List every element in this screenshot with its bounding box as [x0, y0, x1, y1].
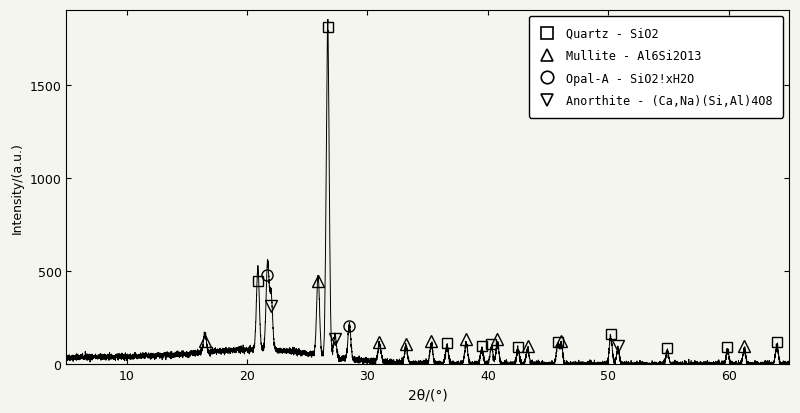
Y-axis label: Intensity/(a.u.): Intensity/(a.u.)	[11, 142, 24, 234]
Legend: Quartz - SiO2, Mullite - Al6Si2O13, Opal-A - SiO2!xH2O, Anorthite - (Ca,Na)(Si,A: Quartz - SiO2, Mullite - Al6Si2O13, Opal…	[529, 17, 783, 118]
X-axis label: 2θ/(°): 2θ/(°)	[408, 388, 447, 402]
